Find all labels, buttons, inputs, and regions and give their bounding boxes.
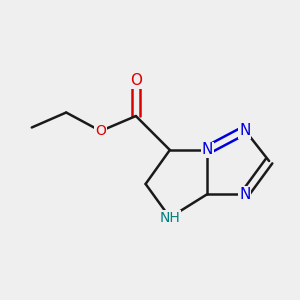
Text: NH: NH	[160, 211, 180, 224]
Text: N: N	[239, 123, 250, 138]
Text: O: O	[130, 73, 142, 88]
Text: O: O	[95, 124, 106, 138]
Text: N: N	[202, 142, 213, 158]
Text: N: N	[239, 187, 250, 202]
